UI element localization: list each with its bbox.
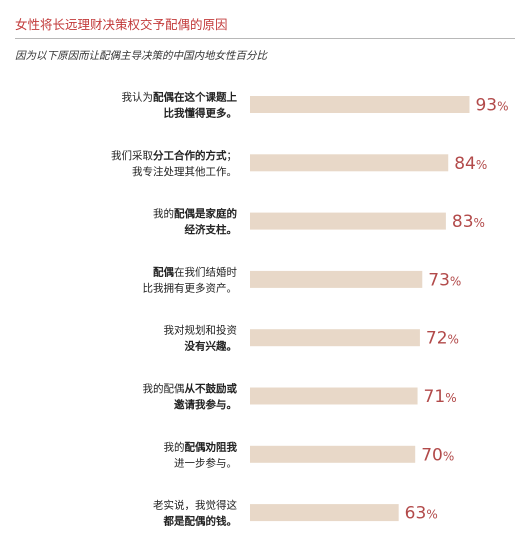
category-label: 我们采取分工合作的方式；我专注处理其他工作。 <box>111 149 237 178</box>
category-label: 我对规划和投资没有兴趣。 <box>164 324 238 353</box>
bar <box>250 212 446 230</box>
bar <box>250 504 399 522</box>
bar <box>250 329 420 347</box>
value-label: 73% <box>428 270 461 290</box>
category-label: 我的配偶从不鼓励或邀请我参与。 <box>143 382 238 411</box>
bar <box>250 387 418 405</box>
chart-subtitle: 因为以下原因而让配偶主导决策的中国内地女性百分比 <box>15 50 267 62</box>
chart-title: 女性将长远理财决策权交予配偶的原因 <box>15 17 228 32</box>
category-label: 我的配偶劝阻我进一步参与。 <box>164 440 238 469</box>
value-label: 84% <box>454 154 487 174</box>
bar <box>250 154 449 172</box>
bar <box>250 96 470 113</box>
bar <box>250 270 423 288</box>
value-label: 72% <box>426 329 459 349</box>
category-label: 我认为配偶在这个课题上比我懂得更多。 <box>122 91 238 120</box>
value-label: 71% <box>424 387 457 407</box>
category-label: 我的配偶是家庭的经济支柱。 <box>153 207 237 236</box>
category-label: 老实说，我觉得这都是配偶的钱。 <box>153 499 237 528</box>
category-label: 配偶在我们结婚时比我拥有更多资产。 <box>143 265 238 294</box>
value-label: 63% <box>405 504 438 524</box>
value-label: 83% <box>452 212 485 232</box>
title-divider <box>15 38 515 39</box>
value-label: 70% <box>421 445 454 465</box>
bar <box>250 445 416 463</box>
value-label: 93% <box>475 96 508 116</box>
